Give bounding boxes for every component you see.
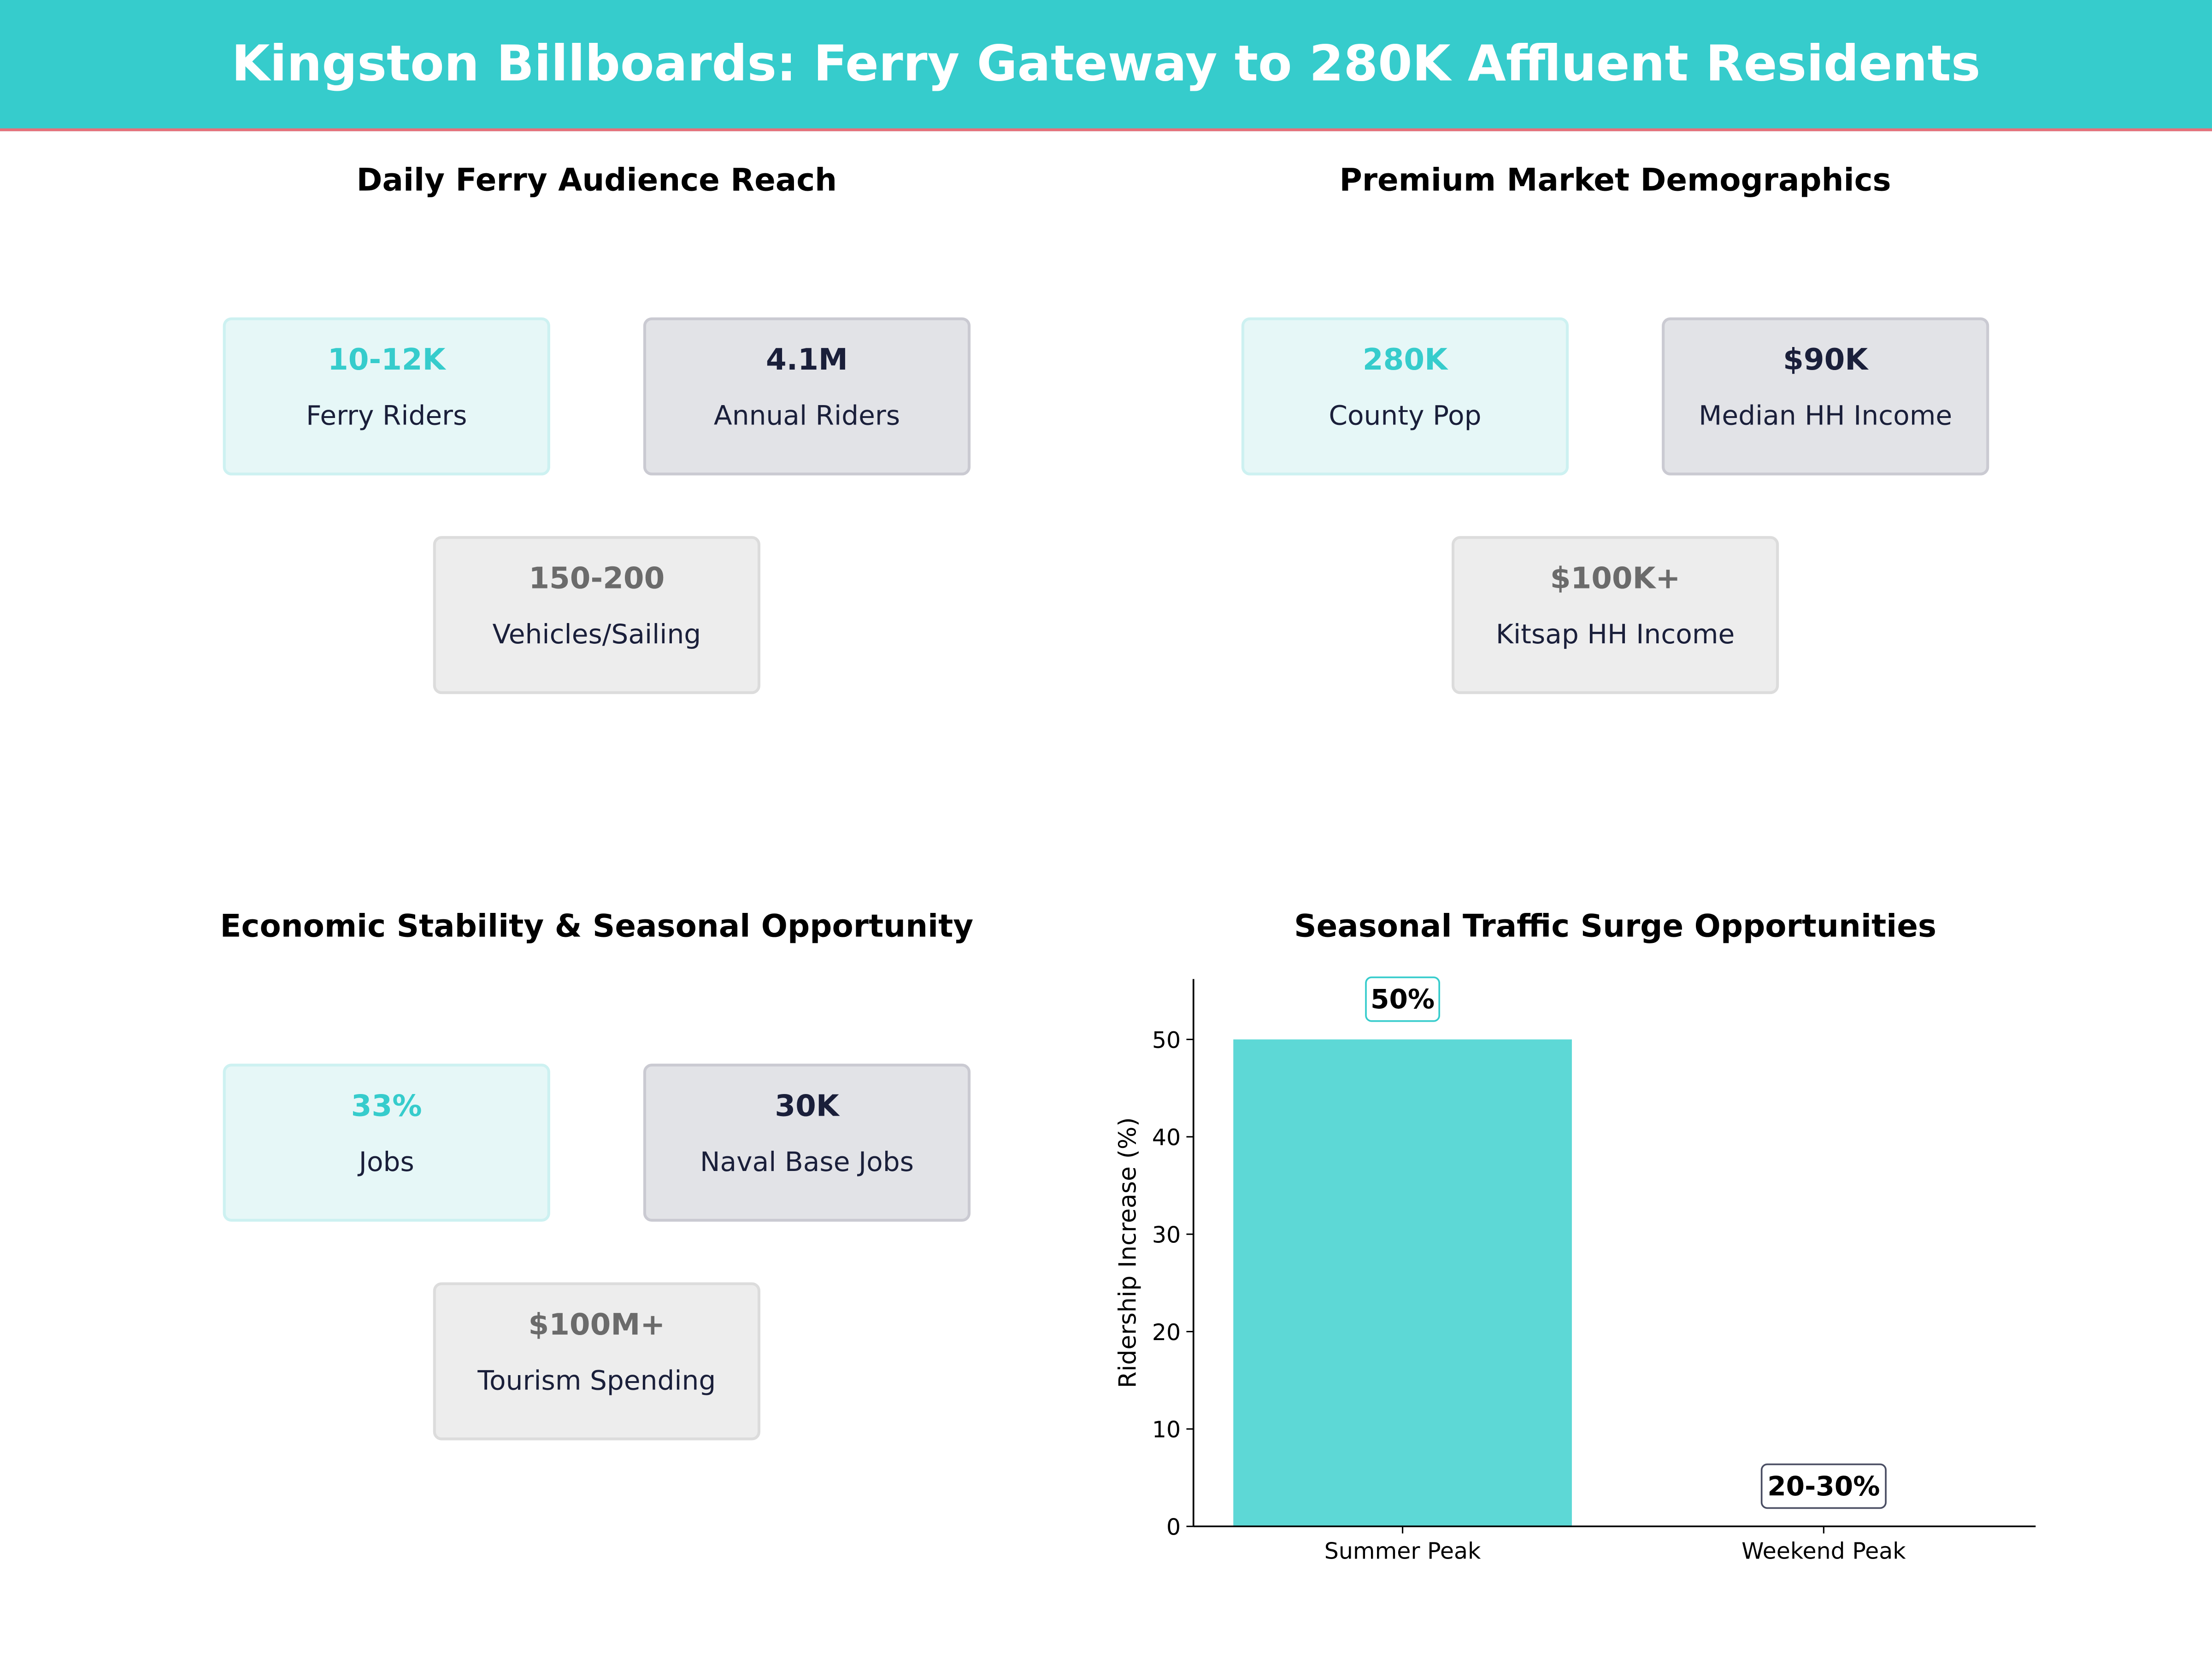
panel-title-economy: Economic Stability & Seasonal Opportunit… [220,910,974,946]
x-tick-label: Weekend Peak [1741,1538,1906,1565]
page-title: Kingston Billboards: Ferry Gateway to 28… [231,36,1981,93]
stat-label: Jobs [359,1147,414,1178]
stat-card: 4.1M Annual Riders [643,317,971,476]
panel-title-demographics: Premium Market Demographics [1339,164,1891,199]
stat-value: $100M+ [528,1307,665,1342]
y-tick-label: 20 [1152,1319,1181,1346]
y-tick-label: 30 [1152,1222,1181,1248]
stat-value: 33% [351,1089,422,1123]
stat-card: $100K+ Kitsap HH Income [1451,536,1779,694]
stat-label: County Pop [1329,400,1482,432]
stat-label: Annual Riders [713,400,900,432]
x-tick-label: Summer Peak [1324,1538,1481,1565]
y-tick-label: 0 [1166,1514,1181,1541]
y-tick-label: 10 [1152,1417,1181,1443]
data-label: 50% [1371,983,1435,1015]
stat-value: $100K+ [1550,561,1681,595]
stat-label: Tourism Spending [477,1365,716,1397]
stat-card: 33% Jobs [223,1064,550,1222]
stat-card: 30K Naval Base Jobs [643,1064,971,1222]
stat-label: Ferry Riders [306,400,467,432]
stat-label: Vehicles/Sailing [492,619,701,651]
stat-card: 10-12K Ferry Riders [223,317,550,476]
stat-value: 150-200 [529,561,665,595]
chart-title: Seasonal Traffic Surge Opportunities [1294,910,1937,946]
header-banner: Kingston Billboards: Ferry Gateway to 28… [0,0,2212,131]
stat-label: Naval Base Jobs [700,1147,914,1178]
data-label-box [1760,1463,1887,1509]
stat-card: 280K County Pop [1241,317,1569,476]
stat-value: 4.1M [766,342,848,377]
panel-title-audience: Daily Ferry Audience Reach [356,164,837,199]
stat-value: 30K [775,1089,839,1123]
y-axis-label: Ridership Increase (%) [1114,1117,1141,1388]
y-tick-label: 40 [1152,1124,1181,1151]
stat-card: $100M+ Tourism Spending [433,1282,760,1441]
stat-value: 10-12K [328,342,446,377]
bar [1233,1039,1572,1527]
y-tick-label: 50 [1152,1027,1181,1053]
stat-label: Kitsap HH Income [1495,619,1735,651]
stat-card: 150-200 Vehicles/Sailing [433,536,760,694]
stat-card: $90K Median HH Income [1662,317,1989,476]
stat-value: $90K [1783,342,1868,377]
stat-value: 280K [1362,342,1447,377]
data-label-box [1365,976,1441,1022]
data-label: 20-30% [1767,1471,1880,1502]
stat-label: Median HH Income [1699,400,1953,432]
